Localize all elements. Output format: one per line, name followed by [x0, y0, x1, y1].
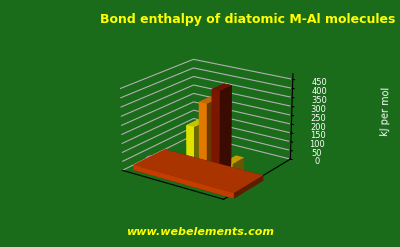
Text: Bond enthalpy of diatomic M-Al molecules: Bond enthalpy of diatomic M-Al molecules: [100, 13, 396, 26]
Text: www.webelements.com: www.webelements.com: [126, 227, 274, 237]
